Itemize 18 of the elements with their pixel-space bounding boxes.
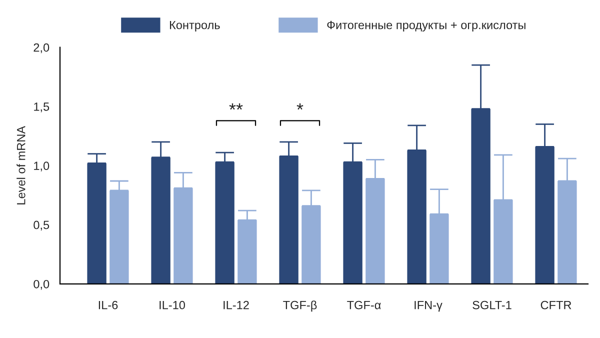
y-tick-label: 0,5 — [34, 220, 50, 231]
x-tick-label: IFN-γ — [414, 301, 442, 312]
annotation: ** — [229, 103, 243, 110]
x-tick-label: CFTR — [540, 300, 572, 310]
x-tick-label: TGF-α — [347, 300, 381, 310]
x-tick-label: IL-6 — [98, 300, 118, 310]
annotation: * — [296, 103, 304, 110]
y-tick-label: 2,0 — [34, 43, 50, 54]
y-tick-label: 1,5 — [34, 102, 50, 112]
x-tick-label: TGF-β — [283, 300, 317, 312]
legend-label: Контроль — [170, 20, 220, 32]
legend-label: Фитогенные продукты + огр.кислоты — [327, 20, 526, 32]
y-tick-label: 0,0 — [34, 280, 50, 290]
y-tick-label: 1,0 — [34, 162, 50, 172]
x-tick-label: SGLT-1 — [472, 300, 512, 310]
x-tick-label: IL-10 — [160, 300, 185, 310]
y-axis-title: Level of mRNA — [16, 126, 26, 204]
x-tick-label: IL-12 — [224, 300, 249, 310]
